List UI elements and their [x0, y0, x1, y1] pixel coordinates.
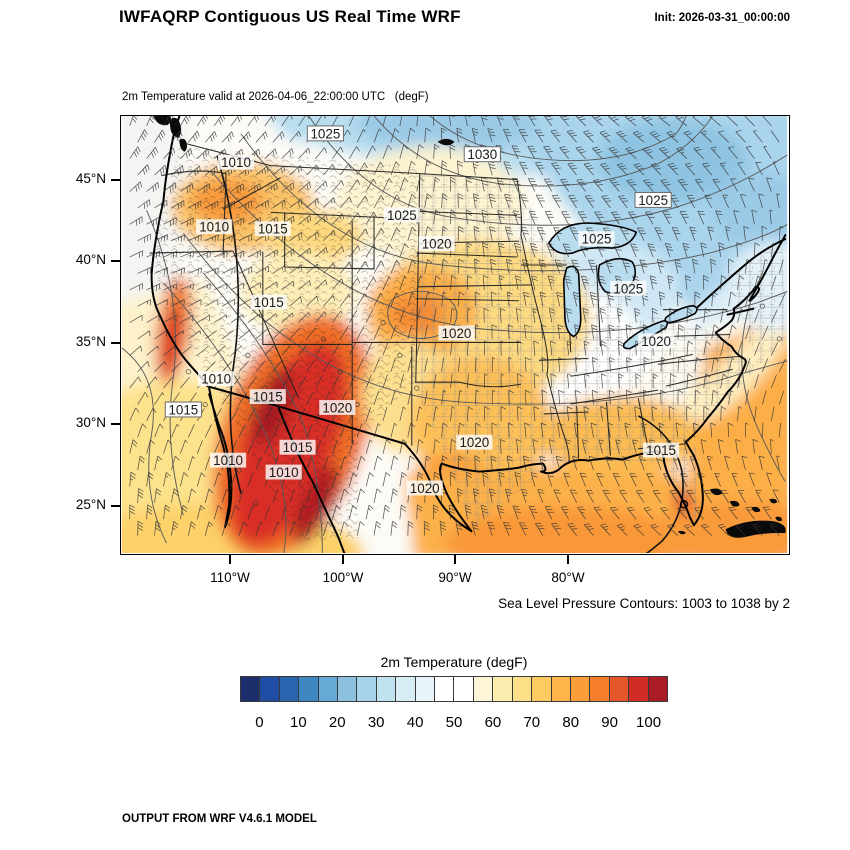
svg-text:1015: 1015: [254, 295, 284, 310]
colorbar-cell: [395, 677, 415, 701]
svg-text:1020: 1020: [641, 334, 671, 349]
lat-tick-label: 45°N: [75, 171, 106, 186]
svg-text:1015: 1015: [168, 402, 198, 417]
lat-tick-label: 35°N: [75, 334, 106, 349]
svg-text:1025: 1025: [638, 193, 668, 208]
colorbar-cell: [453, 677, 473, 701]
svg-text:1020: 1020: [422, 237, 452, 252]
svg-text:1020: 1020: [459, 435, 489, 450]
svg-text:1025: 1025: [582, 232, 612, 247]
lake-okeechobee: [679, 500, 689, 509]
colorbar-cell: [492, 677, 512, 701]
colorbar-title: 2m Temperature (degF): [380, 654, 528, 670]
svg-text:1030: 1030: [467, 147, 497, 162]
lat-tick: [111, 260, 120, 262]
lon-tick-label: 90°W: [438, 570, 472, 585]
colorbar-tick-label: 100: [636, 714, 662, 731]
colorbar-cell: [472, 677, 493, 701]
svg-text:1010: 1010: [199, 220, 229, 235]
colorbar-cell: [569, 677, 590, 701]
lat-tick-label: 25°N: [75, 497, 106, 512]
wind-barbs: [129, 116, 786, 536]
svg-text:1020: 1020: [322, 400, 352, 415]
colorbar-cell: [317, 677, 338, 701]
colorbar-cell: [259, 677, 279, 701]
colorbar-cell: [375, 677, 396, 701]
svg-text:1010: 1010: [221, 155, 251, 170]
init-timestamp: Init: 2026-03-31_00:00:00: [654, 12, 790, 24]
svg-text:1025: 1025: [387, 208, 417, 223]
svg-text:1010: 1010: [213, 453, 243, 468]
svg-text:1020: 1020: [410, 481, 440, 496]
svg-text:1015: 1015: [258, 222, 288, 237]
colorbar-tick-labels: 0 10 20 30 40 50 60 70 80 90 100: [240, 714, 668, 734]
footer-line-model: OUTPUT FROM WRF V4.6.1 MODEL: [122, 813, 317, 825]
colorbar-cell: [434, 677, 454, 701]
lon-tick: [342, 555, 344, 564]
svg-text:1010: 1010: [269, 465, 299, 480]
colorbar-tick-label: 80: [562, 714, 580, 731]
lat-tick-label: 40°N: [75, 252, 106, 267]
lon-tick: [567, 555, 569, 564]
colorbar-cell: [241, 677, 260, 701]
colorbar-cell: [414, 677, 435, 701]
colorbar-cell: [278, 677, 299, 701]
colorbar-cell: [550, 677, 570, 701]
lat-tick: [111, 342, 120, 344]
weather-map: 1025 1030 1010 1025 1025 1020 1010 1015 1025 1025…: [120, 115, 790, 555]
svg-text:1025: 1025: [310, 126, 340, 141]
colorbar-tick-label: 90: [601, 714, 618, 731]
model-config-footer: OUTPUT FROM WRF V4.6.1 MODEL WE = 580 ; …: [122, 784, 591, 850]
svg-text:1010: 1010: [201, 372, 231, 387]
colorbar-tick-label: 20: [328, 714, 346, 731]
islands: [152, 116, 786, 538]
lon-tick: [454, 555, 456, 564]
colorbar-tick-label: 0: [255, 714, 264, 731]
page-title: IWFAQRP Contiguous US Real Time WRF: [119, 7, 461, 26]
colorbar-cell: [531, 677, 551, 701]
colorbar-cell: [337, 677, 357, 701]
lat-tick: [111, 423, 120, 425]
svg-text:1015: 1015: [253, 390, 283, 405]
svg-text:1025: 1025: [613, 281, 643, 296]
colorbar-cell: [511, 677, 532, 701]
lon-tick-label: 110°W: [210, 570, 250, 585]
colorbar-cell: [298, 677, 318, 701]
colorbar-cell: [608, 677, 629, 701]
lon-tick-label: 80°W: [551, 570, 585, 585]
colorbar-tick-label: 10: [290, 714, 307, 731]
lat-tick-label: 30°N: [75, 415, 106, 430]
colorbar-tick-label: 50: [445, 714, 463, 731]
svg-text:1020: 1020: [442, 326, 472, 341]
colorbar-tick-label: 70: [523, 714, 541, 731]
temperature-colorbar: [240, 676, 668, 702]
lat-tick: [111, 179, 120, 181]
colorbar-cell: [589, 677, 609, 701]
colorbar-tick-label: 60: [484, 714, 502, 731]
colorbar-cell: [628, 677, 648, 701]
pressure-contour-lines: [121, 116, 788, 553]
colorbar-cell: [356, 677, 376, 701]
lon-tick: [229, 555, 231, 564]
field-line-temperature: 2m Temperature valid at 2026-04-06_22:00…: [122, 91, 429, 103]
lon-tick-label: 100°W: [322, 570, 364, 585]
contour-footnote: Sea Level Pressure Contours: 1003 to 103…: [498, 596, 790, 611]
terrain-contours-texture: [151, 145, 418, 542]
colorbar-tick-label: 40: [406, 714, 424, 731]
svg-text:1015: 1015: [283, 440, 313, 455]
colorbar-tick-label: 30: [367, 714, 385, 731]
svg-text:1015: 1015: [646, 443, 676, 458]
lat-tick: [111, 505, 120, 507]
colorbar-cell: [647, 677, 667, 701]
